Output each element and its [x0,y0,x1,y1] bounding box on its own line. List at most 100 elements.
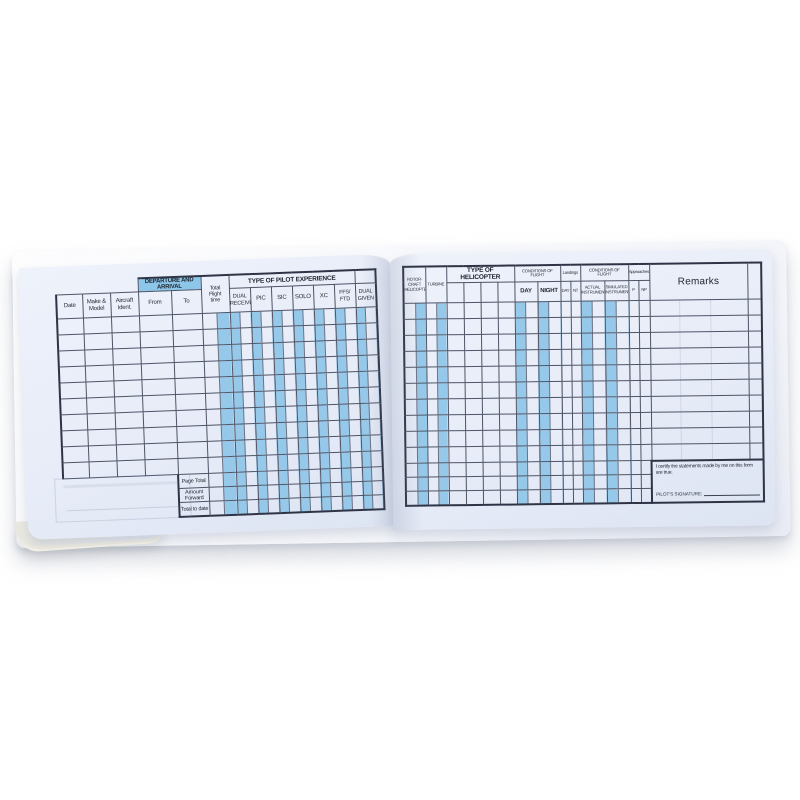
grid-cell [336,339,358,357]
grid-cell [582,488,608,504]
grid-cell [314,324,337,342]
grid-cell [605,348,630,365]
grid-cell [562,412,573,429]
grid-cell [293,325,316,342]
grid-cell [320,482,343,498]
grid-cell [253,390,276,408]
grid-cell [572,461,583,476]
grid-cell [426,414,449,431]
column-night: NIGHT [537,280,561,302]
grid-cell [570,316,582,333]
grid-cell [539,428,563,446]
grid-cell [300,497,322,513]
grid-cell [499,475,517,491]
grid-cell [640,411,652,428]
grid-cell [516,429,540,446]
grid-cell [539,412,563,430]
column-make-model: Make & Model [82,292,111,319]
grid-cell [497,333,516,350]
grid-cell [141,378,176,396]
grid-cell [537,300,561,318]
grid-cell [639,363,651,380]
grid-cell [338,403,361,421]
grid-cell [606,444,631,461]
grid-cell [606,474,631,489]
bleed-through-certification-box [54,473,192,523]
grid-cell [206,424,235,442]
grid-cell [537,316,562,334]
grid-cell [236,471,258,487]
grid-cell [464,413,483,431]
grid-cell [499,489,518,505]
grid-cell [651,410,750,428]
grid-cell [252,358,275,376]
grid-cell [317,404,340,422]
grid-cell [465,462,483,477]
grid-cell [582,444,607,462]
grid-cell [482,490,501,505]
grid-cell [515,333,539,350]
grid-cell [205,408,235,426]
grid-cell [276,437,299,455]
grid-cell [232,375,254,393]
grid-cell [749,442,764,460]
grid-cell [482,445,500,463]
grid-cell [173,361,205,379]
grid-cell [650,394,750,412]
grid-cell [640,488,653,503]
grid-cell [85,380,115,398]
grid-cell [236,485,259,501]
grid-cell [114,395,143,413]
grid-cell [142,410,177,428]
grid-cell [499,445,517,463]
column-landings-nt: NT [570,280,581,301]
grid-cell [629,379,640,397]
grid-cell [571,380,582,397]
grid-cell [111,331,141,349]
grid-cell [482,462,500,477]
grid-cell [321,496,343,512]
grid-cell [316,372,338,390]
certification-box: I certify the statements made by me on t… [651,458,765,503]
grid-cell [297,437,320,454]
grid-cell [581,348,606,365]
grid-cell [174,377,205,395]
grid-cell [140,362,175,380]
grid-cell [748,362,763,379]
grid-cell [203,360,233,378]
grid-cell [340,451,363,469]
grid-cell [539,489,564,505]
grid-cell [650,362,749,380]
grid-cell [448,476,466,491]
grid-cell [173,345,204,363]
grid-cell [427,490,450,506]
grid-cell [86,396,115,414]
grid-cell [650,330,749,348]
grid-cell [208,472,237,488]
grid-cell [277,453,299,471]
grid-cell [630,427,641,445]
grid-cell [464,397,482,415]
grid-cell [629,363,640,381]
grid-cell [570,300,581,317]
grid-cell [298,453,320,470]
spine-shadow-right [390,253,424,530]
grid-cell [143,426,177,444]
grid-cell [606,412,631,429]
grid-cell [482,429,500,446]
grid-cell [561,364,572,381]
grid-cell [447,414,466,431]
grid-cell [140,346,174,364]
grid-cell [116,459,146,477]
grid-cell [571,332,582,349]
grid-cell [229,311,252,329]
grid-cell [630,411,641,429]
grid-cell [447,398,465,415]
grid-cell [316,388,339,406]
grid-cell [292,309,315,326]
grid-cell [638,315,651,332]
right-page: ROTOR- CRAFT HELICOPTER TURBINE TYPE OF … [390,249,776,530]
grid-cell [447,382,465,399]
grid-cell [257,484,280,500]
